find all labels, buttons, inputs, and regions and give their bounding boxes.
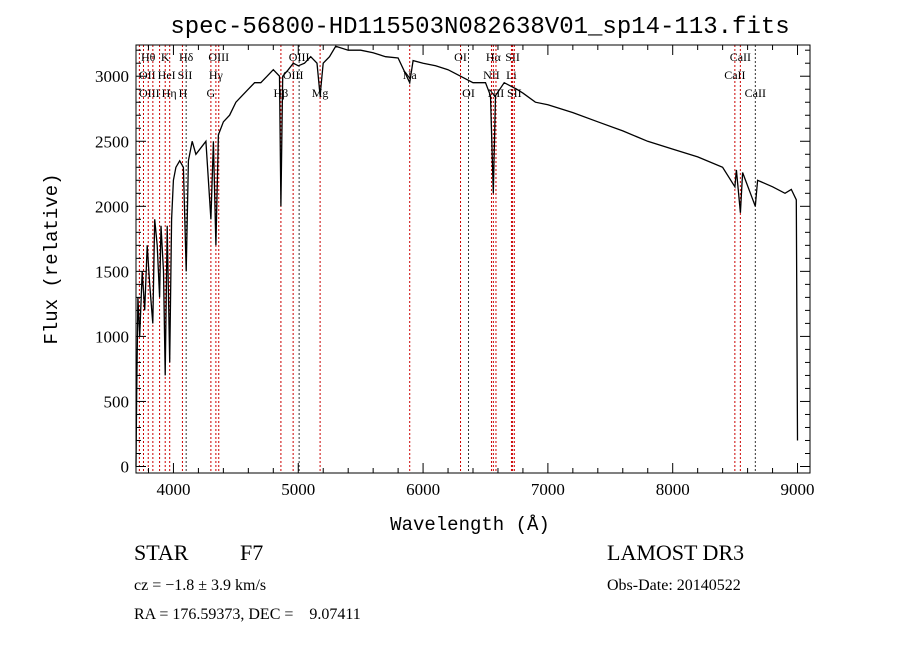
- line-marker-label: Hδ: [179, 50, 194, 64]
- plot-frame: [135, 44, 811, 474]
- line-marker-label: NII: [483, 68, 500, 82]
- x-tick-label: 4000: [156, 480, 190, 499]
- line-marker-label: OIII: [283, 68, 304, 82]
- line-marker-label: Li: [506, 68, 517, 82]
- x-tick-label: 6000: [406, 480, 440, 499]
- axes: 4000 5000 6000 7000 8000 9000 0 500 1000 1500 2000…: [95, 45, 815, 499]
- line-marker-label: Hγ: [209, 68, 224, 82]
- y-tick-label: 1500: [95, 262, 129, 281]
- line-marker-label: G: [207, 86, 216, 100]
- line-marker-label: CaII: [745, 86, 766, 100]
- line-marker-label: Hθ: [141, 50, 156, 64]
- line-marker-label: Na: [403, 68, 418, 82]
- chart-title: spec-56800-HD115503N082638V01_sp14-113.f…: [170, 14, 789, 41]
- line-marker-label: SII: [178, 68, 193, 82]
- line-marker-label: SII: [505, 50, 520, 64]
- y-tick-label: 2500: [95, 132, 129, 151]
- line-marker-label: OIII: [208, 50, 229, 64]
- x-axis-label: Wavelength (Å): [390, 514, 550, 536]
- y-tick-label: 1000: [95, 327, 129, 346]
- line-marker-label: CaII: [724, 68, 745, 82]
- y-tick-label: 2000: [95, 197, 129, 216]
- line-marker-label: CaII: [730, 50, 751, 64]
- y-axis-label: Flux (relative): [41, 173, 63, 344]
- x-tick-label: 8000: [656, 480, 690, 499]
- spectrum-line: [135, 45, 799, 467]
- line-marker-label: HeI: [158, 68, 176, 82]
- line-markers: OIIOIIIHθHηHeIKHSIIHδGHγOIIIHβOIIIOIIIMg…: [138, 45, 766, 473]
- line-marker-label: OI: [462, 86, 475, 100]
- line-marker-label: K: [161, 50, 170, 64]
- x-tick-label: 9000: [781, 480, 815, 499]
- line-marker-label: Hβ: [274, 86, 289, 100]
- line-marker-label: OIII: [289, 50, 310, 64]
- ra-dec: RA = 176.59373, DEC = 9.07411: [134, 606, 361, 623]
- object-class: STAR: [134, 540, 189, 565]
- redshift-cz: cz = −1.8 ± 3.9 km/s: [134, 577, 266, 594]
- obs-date: Obs-Date: 20140522: [607, 577, 741, 594]
- x-tick-label: 5000: [281, 480, 315, 499]
- line-marker-label: Hα: [486, 50, 502, 64]
- y-tick-label: 3000: [95, 67, 129, 86]
- line-marker-label: OIII: [139, 86, 160, 100]
- line-marker-label: H: [179, 86, 188, 100]
- y-tick-label: 0: [121, 457, 130, 476]
- y-tick-label: 500: [104, 392, 130, 411]
- line-marker-label: OI: [454, 50, 467, 64]
- object-subclass: F7: [240, 540, 263, 565]
- line-marker-label: Hη: [162, 86, 177, 100]
- x-tick-label: 7000: [531, 480, 565, 499]
- spectrum-series: [135, 45, 799, 467]
- survey-name: LAMOST DR3: [607, 540, 744, 565]
